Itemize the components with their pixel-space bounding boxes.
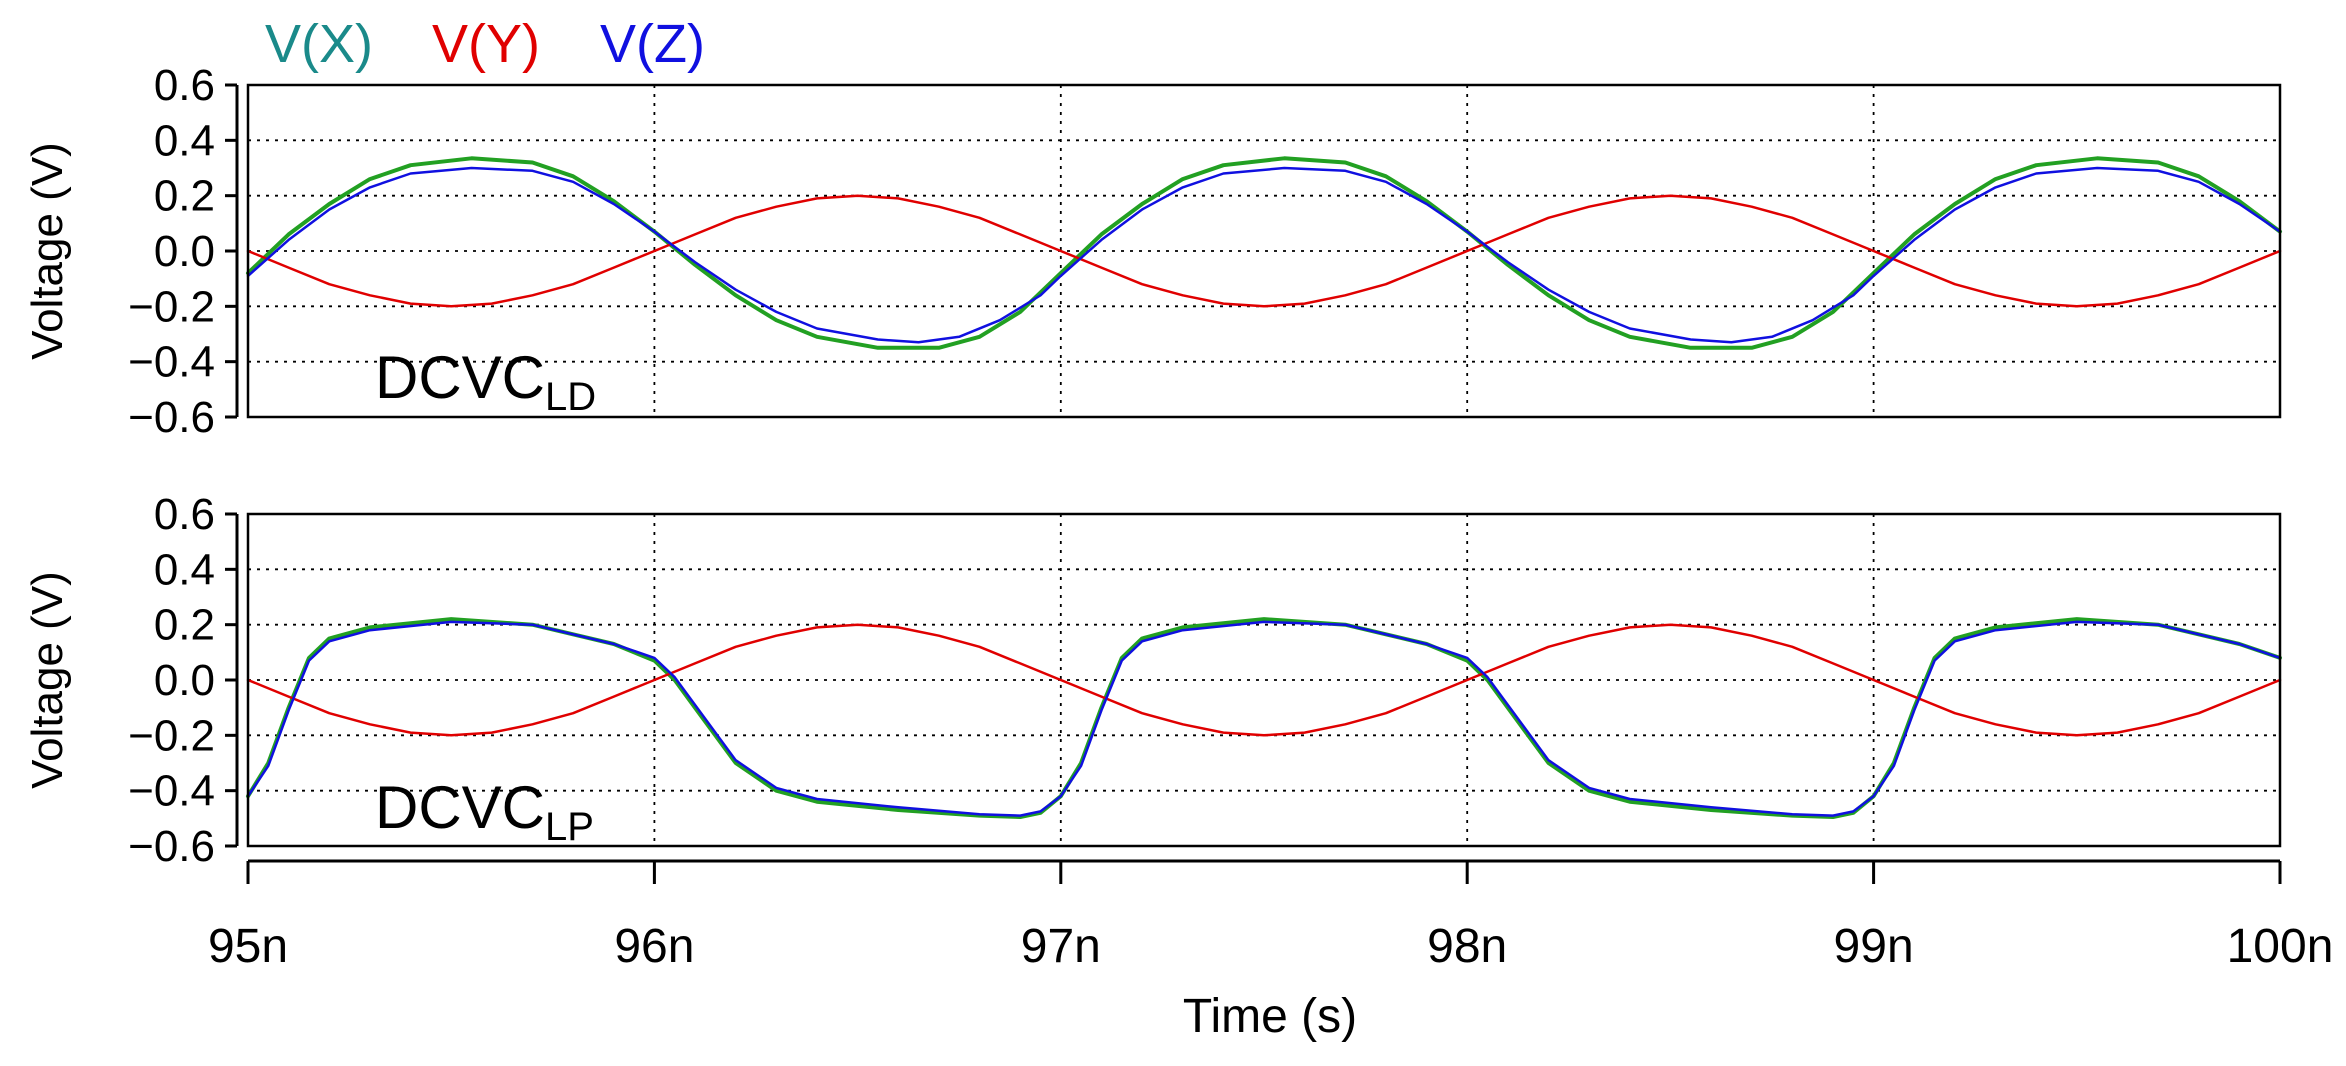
- top-plot-frame: [246, 83, 2282, 419]
- bottom-annotation-sub: LP: [545, 805, 594, 849]
- bottom-y-tick-label-2: 0.2: [154, 601, 215, 650]
- bottom-panel-annotation: DCVCLP: [375, 774, 594, 849]
- bottom-plot-frame: [246, 512, 2282, 848]
- top-trace-vx: [246, 156, 2282, 350]
- top-y-ticks: 0.6 0.4 0.2 0.0 −0.2 −0.4 −0.6: [128, 61, 237, 442]
- bottom-y-tick-label-1: 0.4: [154, 545, 215, 594]
- panel-top: 0.6 0.4 0.2 0.0 −0.2 −0.4 −0.6 Voltage (V) DCV…: [23, 61, 2282, 442]
- top-annotation-main: DCVC: [375, 344, 545, 411]
- bottom-y-tick-label-6: −0.6: [128, 822, 215, 871]
- legend-entry-vx: V(X): [265, 14, 373, 74]
- top-y-tick-label-4: −0.2: [128, 282, 215, 331]
- top-y-axis-label: Voltage (V): [23, 142, 72, 360]
- top-y-tick-label-1: 0.4: [154, 116, 215, 165]
- bottom-annotation-main: DCVC: [375, 774, 545, 841]
- legend-entry-vy: V(Y): [432, 14, 540, 74]
- bottom-y-axis-label: Voltage (V): [23, 571, 72, 789]
- legend-entry-vz: V(Z): [600, 14, 705, 74]
- x-tick-label-5: 100n: [2227, 920, 2334, 973]
- panel-bottom: 0.6 0.4 0.2 0.0 −0.2 −0.4 −0.6 Voltage (V) DCV…: [23, 490, 2282, 871]
- x-axis-label: Time (s): [1183, 990, 1357, 1043]
- top-traces: [246, 156, 2282, 350]
- bottom-traces: [246, 617, 2282, 819]
- bottom-y-tick-label-0: 0.6: [154, 490, 215, 539]
- top-trace-vy: [246, 194, 2282, 308]
- x-ticks: 95n 96n 97n 98n 99n 100n: [208, 861, 2333, 973]
- top-grid: [248, 85, 2280, 417]
- bottom-trace-vz: [246, 620, 2282, 817]
- legend: V(X) V(Y) V(Z): [265, 14, 705, 74]
- x-tick-label-2: 97n: [1021, 920, 1101, 973]
- bottom-y-ticks: 0.6 0.4 0.2 0.0 −0.2 −0.4 −0.6: [128, 490, 237, 871]
- top-annotation-sub: LD: [545, 375, 596, 419]
- x-tick-label-0: 95n: [208, 920, 288, 973]
- bottom-grid: [248, 514, 2280, 846]
- bottom-y-tick-label-5: −0.4: [128, 767, 215, 816]
- x-axis: 95n 96n 97n 98n 99n 100n Time (s): [208, 859, 2333, 1043]
- x-tick-label-1: 96n: [614, 920, 694, 973]
- bottom-y-tick-label-3: 0.0: [154, 656, 215, 705]
- top-panel-annotation: DCVCLD: [375, 344, 596, 419]
- bottom-y-tick-label-4: −0.2: [128, 711, 215, 760]
- top-trace-vz: [246, 166, 2282, 344]
- top-y-tick-label-3: 0.0: [154, 227, 215, 276]
- x-tick-label-3: 98n: [1427, 920, 1507, 973]
- bottom-trace-vy: [246, 623, 2282, 737]
- top-y-tick-label-5: −0.4: [128, 338, 215, 387]
- top-y-tick-label-6: −0.6: [128, 393, 215, 442]
- x-tick-label-4: 99n: [1834, 920, 1914, 973]
- top-y-tick-label-0: 0.6: [154, 61, 215, 110]
- top-y-tick-label-2: 0.2: [154, 172, 215, 221]
